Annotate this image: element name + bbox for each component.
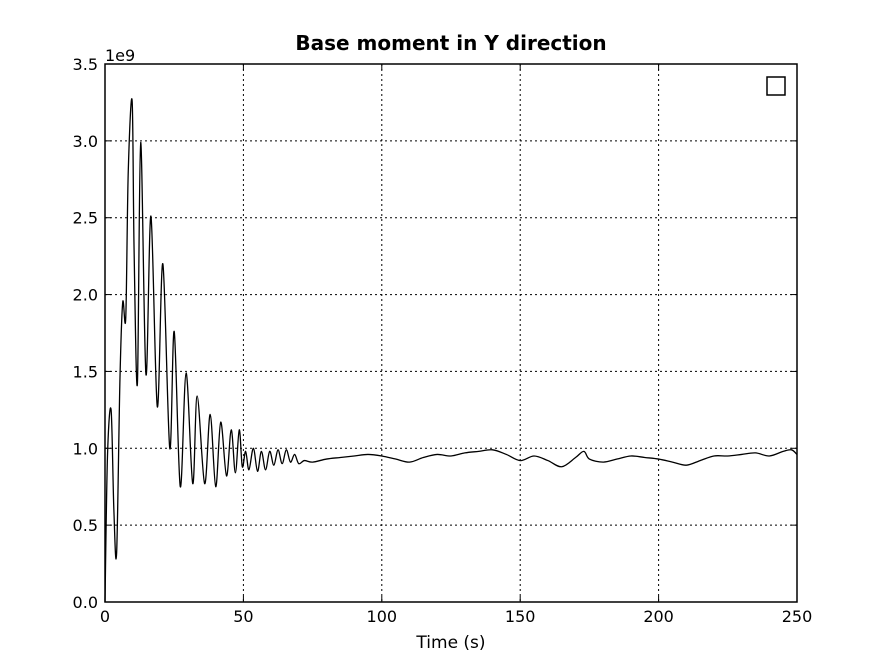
plot-area [104,98,798,603]
x-tick-label: 200 [643,607,674,626]
y-tick-label: 2.0 [73,286,98,305]
axes-frame [104,63,798,603]
x-axis-label: Time (s) [415,633,485,653]
series-line [104,98,798,603]
x-tick-label: 250 [782,607,813,626]
chart-title: Base moment in Y direction [295,31,606,55]
y-tick-label: 3.0 [73,132,98,151]
y-tick-label: 1.5 [73,362,98,381]
x-tick-label: 150 [505,607,536,626]
grid [105,64,797,602]
y-axis-offset-label: 1e9 [105,46,135,65]
legend-box [766,76,786,96]
y-tick-labels: 0.0 0.5 1.0 1.5 2.0 2.5 3.0 3.5 [73,55,98,612]
y-tick-label: 2.5 [73,209,98,228]
x-tick-label: 100 [367,607,398,626]
y-tick-label: 0.0 [73,593,98,612]
x-tick-label: 0 [100,607,110,626]
y-tick-label: 1.0 [73,439,98,458]
x-tick-labels: 0 50 100 150 200 250 [100,607,812,626]
y-tick-label: 3.5 [73,55,98,74]
x-tick-label: 50 [233,607,253,626]
y-tick-label: 0.5 [73,516,98,535]
